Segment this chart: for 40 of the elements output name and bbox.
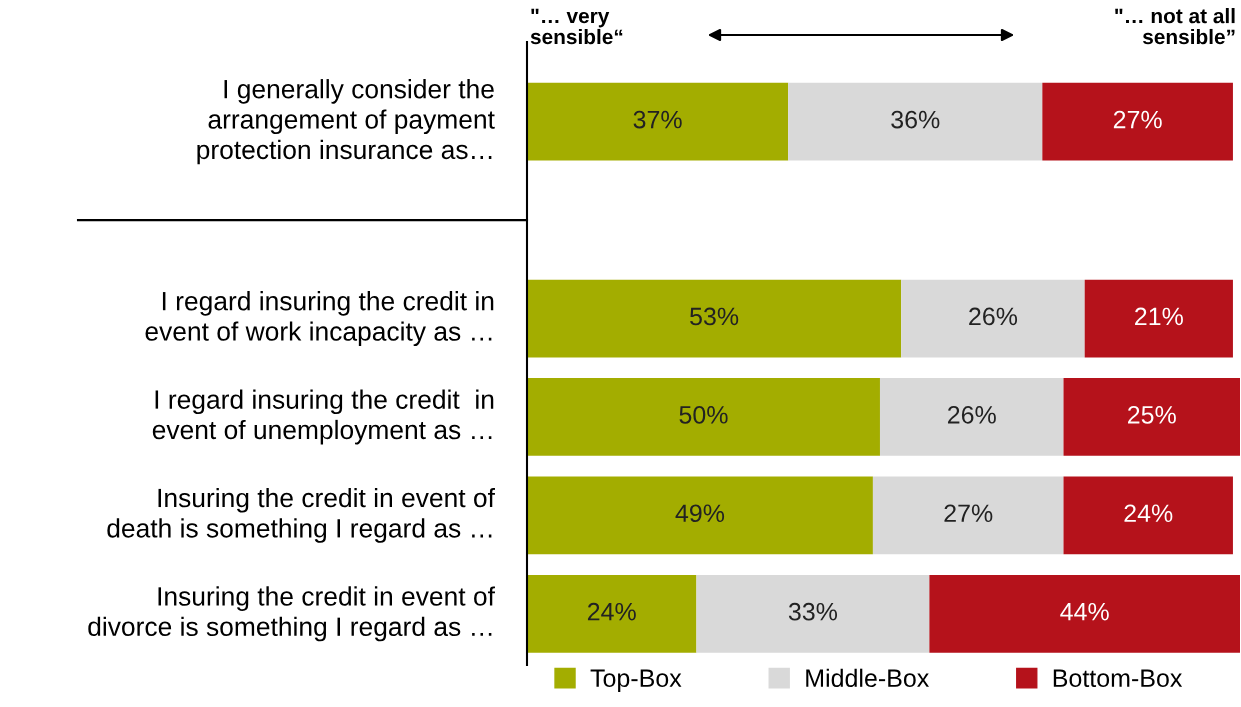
annotation: "… not at all sensible” xyxy=(1115,8,1235,45)
annotation: "… very sensible“ xyxy=(530,8,623,45)
bar xyxy=(1042,82,1233,161)
data-label: 25% xyxy=(1128,405,1176,424)
bar xyxy=(901,279,1085,358)
legend-label: Bottom-Box xyxy=(1053,669,1183,688)
data-label: 27% xyxy=(1113,110,1162,129)
data-label: 53% xyxy=(690,307,739,326)
bar xyxy=(696,574,930,653)
legend-label: Top-Box xyxy=(590,669,682,692)
bar xyxy=(879,378,1064,456)
data-label: 33% xyxy=(788,602,838,621)
data-label: 21% xyxy=(1135,307,1183,326)
y-tick-label: I regard insuring the credit in event of work incapacity as … xyxy=(145,291,494,347)
data-label: 26% xyxy=(969,307,1018,326)
data-label: 27% xyxy=(944,504,993,523)
bar xyxy=(527,574,697,653)
bar xyxy=(527,378,880,456)
bar xyxy=(1063,378,1240,456)
data-label: 37% xyxy=(633,110,682,129)
bar xyxy=(929,574,1240,653)
data-label: 24% xyxy=(587,602,636,621)
bar xyxy=(1063,476,1233,555)
data-label: 26% xyxy=(947,405,996,424)
y-tick-label: Insuring the credit in event of divorce is something I regard as … xyxy=(88,586,495,642)
data-label: 44% xyxy=(1060,602,1109,621)
data-label: 24% xyxy=(1124,504,1173,523)
data-label: 49% xyxy=(675,504,725,523)
bar xyxy=(527,82,789,161)
bar xyxy=(527,476,873,555)
bar xyxy=(788,82,1043,161)
bar xyxy=(1084,279,1233,358)
data-label: 50% xyxy=(679,405,728,424)
y-tick-label: I generally consider the arrangement of payment protection insurance as… xyxy=(197,79,495,165)
bar xyxy=(872,476,1064,555)
legend-label: Middle-Box xyxy=(806,668,930,688)
y-tick-label: Insuring the credit in event of death is something I regard as … xyxy=(107,487,495,543)
bar xyxy=(527,279,902,358)
data-label: 36% xyxy=(891,110,940,129)
y-tick-label: I regard insuring the credit in event of unemployment as … xyxy=(152,389,494,445)
